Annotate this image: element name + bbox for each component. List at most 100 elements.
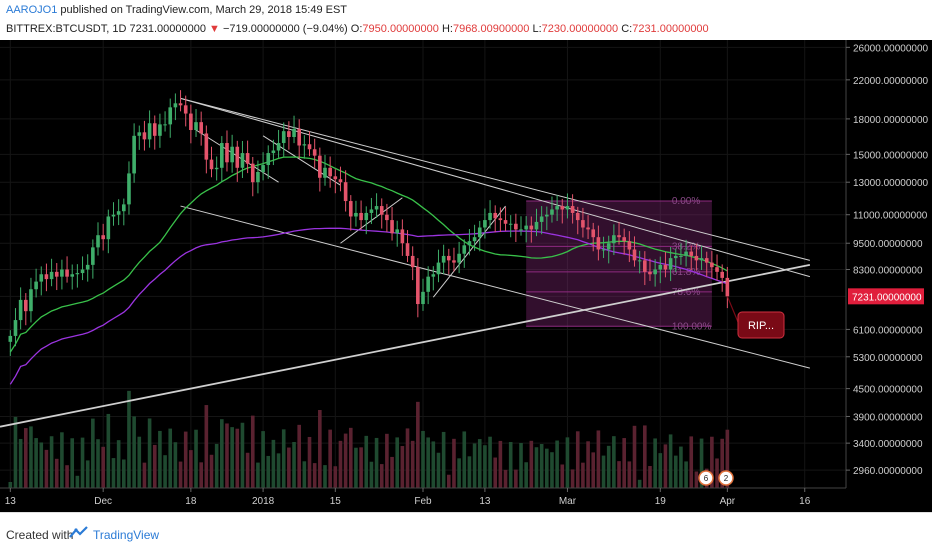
volume-bar	[426, 437, 430, 488]
volume-bar	[658, 453, 663, 488]
volume-bar	[75, 475, 80, 488]
candle-body	[106, 216, 111, 240]
candle-body	[75, 273, 80, 275]
price-tick-label: 6100.00000000	[853, 325, 923, 336]
volume-bar	[586, 441, 590, 488]
volume-bar	[632, 425, 637, 488]
volume-bar	[400, 446, 405, 488]
volume-bar	[431, 441, 436, 488]
tradingview-brand-link[interactable]: TradingView	[93, 528, 160, 542]
candle-body	[49, 271, 54, 280]
open-label: O:	[350, 23, 363, 35]
volume-bar	[29, 426, 33, 488]
upper-channel-line	[180, 97, 811, 261]
candle-body	[663, 264, 668, 270]
price-tick-label: 3900.00000000	[853, 412, 923, 423]
candle-body	[596, 237, 601, 250]
candle-body	[627, 241, 632, 250]
volume-bar	[627, 461, 632, 488]
chart-area[interactable]: 0.00% 38.2% 61.8% 78.6% 100.00% RIP... 6 2 26000…	[0, 40, 932, 512]
candle-body	[230, 146, 234, 163]
volume-bar	[550, 452, 554, 488]
volume-bar	[715, 458, 719, 488]
candle-body	[189, 113, 193, 131]
down-arrow-icon: ▼	[209, 23, 220, 35]
volume-bar	[96, 439, 100, 488]
volume-bar	[101, 446, 105, 488]
volume-bar	[121, 459, 126, 488]
price-chart[interactable]: 0.00%38.2%61.8%78.6%100.00% RIP...6 226000…	[0, 40, 932, 512]
price-tick-label: 15000.00000000	[853, 150, 929, 161]
candle-body	[508, 223, 513, 225]
candle-body	[96, 235, 100, 248]
candle-body	[544, 214, 549, 217]
volume-bar	[333, 466, 338, 488]
candle-body	[395, 229, 400, 234]
candle-body	[245, 153, 250, 164]
candle-body	[281, 131, 286, 144]
volume-bar	[152, 444, 157, 488]
candle-body	[637, 260, 642, 262]
candle-body	[565, 206, 570, 210]
event-marker-label: 6	[704, 474, 709, 483]
candle-body	[457, 253, 461, 263]
volume-bar	[606, 445, 611, 488]
candle-body	[354, 212, 358, 217]
candle-body	[343, 182, 348, 202]
time-tick-label: 2018	[252, 496, 275, 507]
candle-body	[158, 124, 162, 136]
volume-bar	[390, 456, 394, 488]
fib-retracement-box	[526, 201, 712, 327]
author-link[interactable]: AAROJO1	[6, 4, 58, 16]
volume-bar	[34, 438, 38, 488]
annotation-callout	[737, 311, 785, 339]
volume-bar	[199, 462, 203, 488]
candle-body	[653, 269, 657, 275]
volume-bar	[710, 436, 714, 488]
time-tick-label: Apr	[720, 496, 736, 507]
candle-body	[91, 247, 95, 265]
volume-bar	[173, 442, 178, 488]
volume-bar	[271, 439, 276, 488]
volume-bar	[343, 433, 348, 488]
candle-body	[333, 176, 338, 180]
candle-body	[612, 235, 616, 244]
candle-body	[323, 167, 327, 178]
candle-body	[477, 227, 482, 238]
candle-body	[581, 220, 585, 228]
candle-body	[426, 276, 430, 292]
candle-body	[550, 209, 554, 215]
published-text: published on TradingView.com, March 29, …	[60, 4, 348, 16]
volume-bar	[472, 443, 477, 488]
volume-bar	[338, 440, 343, 488]
high-label: H:	[441, 23, 453, 35]
volume-bar	[668, 434, 673, 488]
candle-body	[214, 167, 219, 170]
footer: Created with TradingView	[0, 512, 932, 551]
candle-body	[467, 241, 472, 246]
candle-body	[250, 163, 255, 183]
volume-bar	[312, 463, 317, 488]
volume-bar	[720, 438, 725, 488]
volume-bar	[204, 405, 209, 488]
candle-body	[462, 245, 467, 254]
volume-bar	[575, 431, 580, 488]
symbol-label[interactable]: BITTREX:BTCUSDT, 1D	[6, 23, 127, 35]
price-tick-label: 9500.00000000	[853, 239, 923, 250]
current-price-label: 7231.00000000	[852, 292, 922, 303]
volume-bar	[307, 436, 312, 488]
candle-body	[220, 143, 224, 168]
candle-body	[524, 225, 528, 230]
candle-body	[225, 143, 229, 163]
tradingview-logo-icon[interactable]	[69, 525, 89, 541]
volume-bar	[436, 452, 441, 488]
volume-bar	[457, 458, 461, 488]
fib-level-label: 100.00%	[672, 321, 712, 332]
high-value: 7968.00900000	[452, 23, 530, 35]
candle-body	[570, 206, 575, 213]
volume-bar	[18, 438, 23, 488]
candle-body	[575, 212, 580, 221]
volume-bar	[529, 440, 534, 488]
volume-bar	[421, 430, 425, 488]
volume-bar	[245, 452, 250, 488]
